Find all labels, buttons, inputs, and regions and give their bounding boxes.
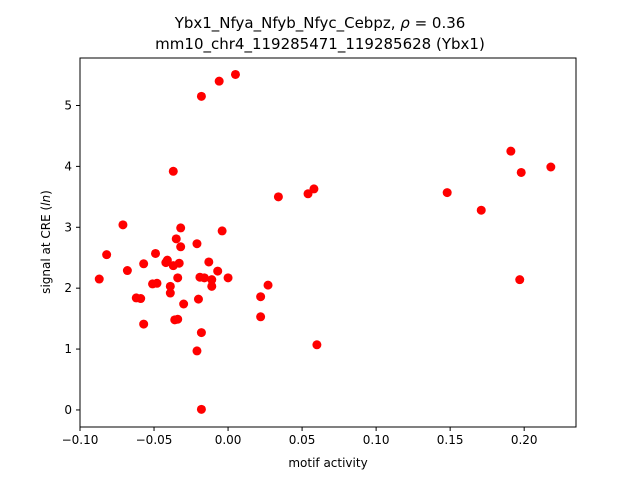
y-axis-ticks: 0 1 2 3 4 5 [64, 98, 80, 417]
data-point-39 [223, 273, 233, 283]
y-tick-label: 4 [64, 159, 72, 173]
data-point-30 [196, 328, 206, 338]
x-tick-label: 0.00 [215, 433, 242, 447]
data-point-23 [176, 242, 186, 252]
data-point-38 [217, 226, 227, 236]
data-point-42 [256, 312, 266, 322]
data-point-36 [213, 266, 223, 276]
data-point-9 [151, 248, 161, 258]
data-point-43 [263, 280, 273, 290]
data-point-6 [139, 259, 149, 269]
x-tick-label: 0.20 [511, 433, 538, 447]
data-point-50 [506, 146, 516, 156]
data-point-24 [179, 299, 189, 309]
data-point-3 [122, 266, 132, 276]
data-point-0 [94, 274, 104, 284]
x-tick-label: 0.05 [289, 433, 316, 447]
data-point-53 [546, 162, 556, 172]
data-point-12 [162, 255, 172, 265]
data-point-41 [256, 292, 266, 302]
data-point-14 [165, 288, 175, 298]
data-point-18 [171, 234, 181, 244]
data-point-46 [309, 184, 319, 194]
data-point-31 [196, 404, 206, 414]
data-point-22 [176, 223, 186, 233]
data-point-52 [516, 167, 526, 177]
data-point-40 [230, 69, 240, 79]
data-point-26 [192, 346, 202, 356]
y-tick-label: 5 [64, 98, 72, 112]
data-point-19 [173, 273, 183, 283]
data-point-21 [174, 258, 184, 268]
data-point-29 [196, 91, 206, 101]
data-point-34 [207, 275, 217, 285]
data-point-35 [207, 281, 217, 291]
chart-title-line2: mm10_chr4_119285471_119285628 (Ybx1) [155, 35, 485, 54]
data-point-45 [303, 189, 313, 199]
chart-title-line1: Ybx1_Nfya_Nfyb_Nfyc_Cebpz, ρ = 0.36 [174, 14, 466, 33]
data-point-15 [168, 166, 178, 176]
data-point-5 [136, 294, 146, 304]
y-tick-label: 1 [64, 342, 72, 356]
x-tick-label: 0.15 [437, 433, 464, 447]
data-points [94, 69, 556, 414]
x-axis-label: motif activity [288, 456, 367, 470]
data-point-13 [165, 281, 175, 291]
data-point-44 [273, 192, 283, 202]
data-point-47 [312, 340, 322, 350]
x-tick-label: 0.10 [363, 433, 390, 447]
data-point-7 [139, 319, 149, 329]
plot-area: −0.10 −0.05 0.00 0.05 0.10 0.15 0.20 0 1 2 3 4 5 [62, 57, 577, 447]
data-point-10 [152, 278, 162, 288]
data-point-25 [192, 239, 202, 249]
data-point-37 [214, 76, 224, 86]
x-axis-ticks: −0.10 −0.05 0.00 0.05 0.10 0.15 0.20 [62, 427, 538, 447]
y-axis-label: signal at CRE (ln) [39, 190, 53, 294]
data-point-20 [173, 314, 183, 324]
data-point-33 [204, 257, 214, 267]
data-point-49 [476, 205, 486, 215]
y-tick-label: 2 [64, 281, 72, 295]
data-point-32 [199, 273, 209, 283]
x-tick-label: −0.10 [62, 433, 99, 447]
plot-frame [79, 57, 577, 428]
y-tick-label: 3 [64, 220, 72, 234]
y-tick-label: 0 [64, 403, 72, 417]
x-tick-label: −0.05 [136, 433, 173, 447]
data-point-51 [515, 275, 525, 285]
data-point-1 [102, 250, 112, 260]
data-point-27 [193, 294, 203, 304]
data-point-2 [118, 220, 128, 230]
data-point-48 [442, 188, 452, 198]
